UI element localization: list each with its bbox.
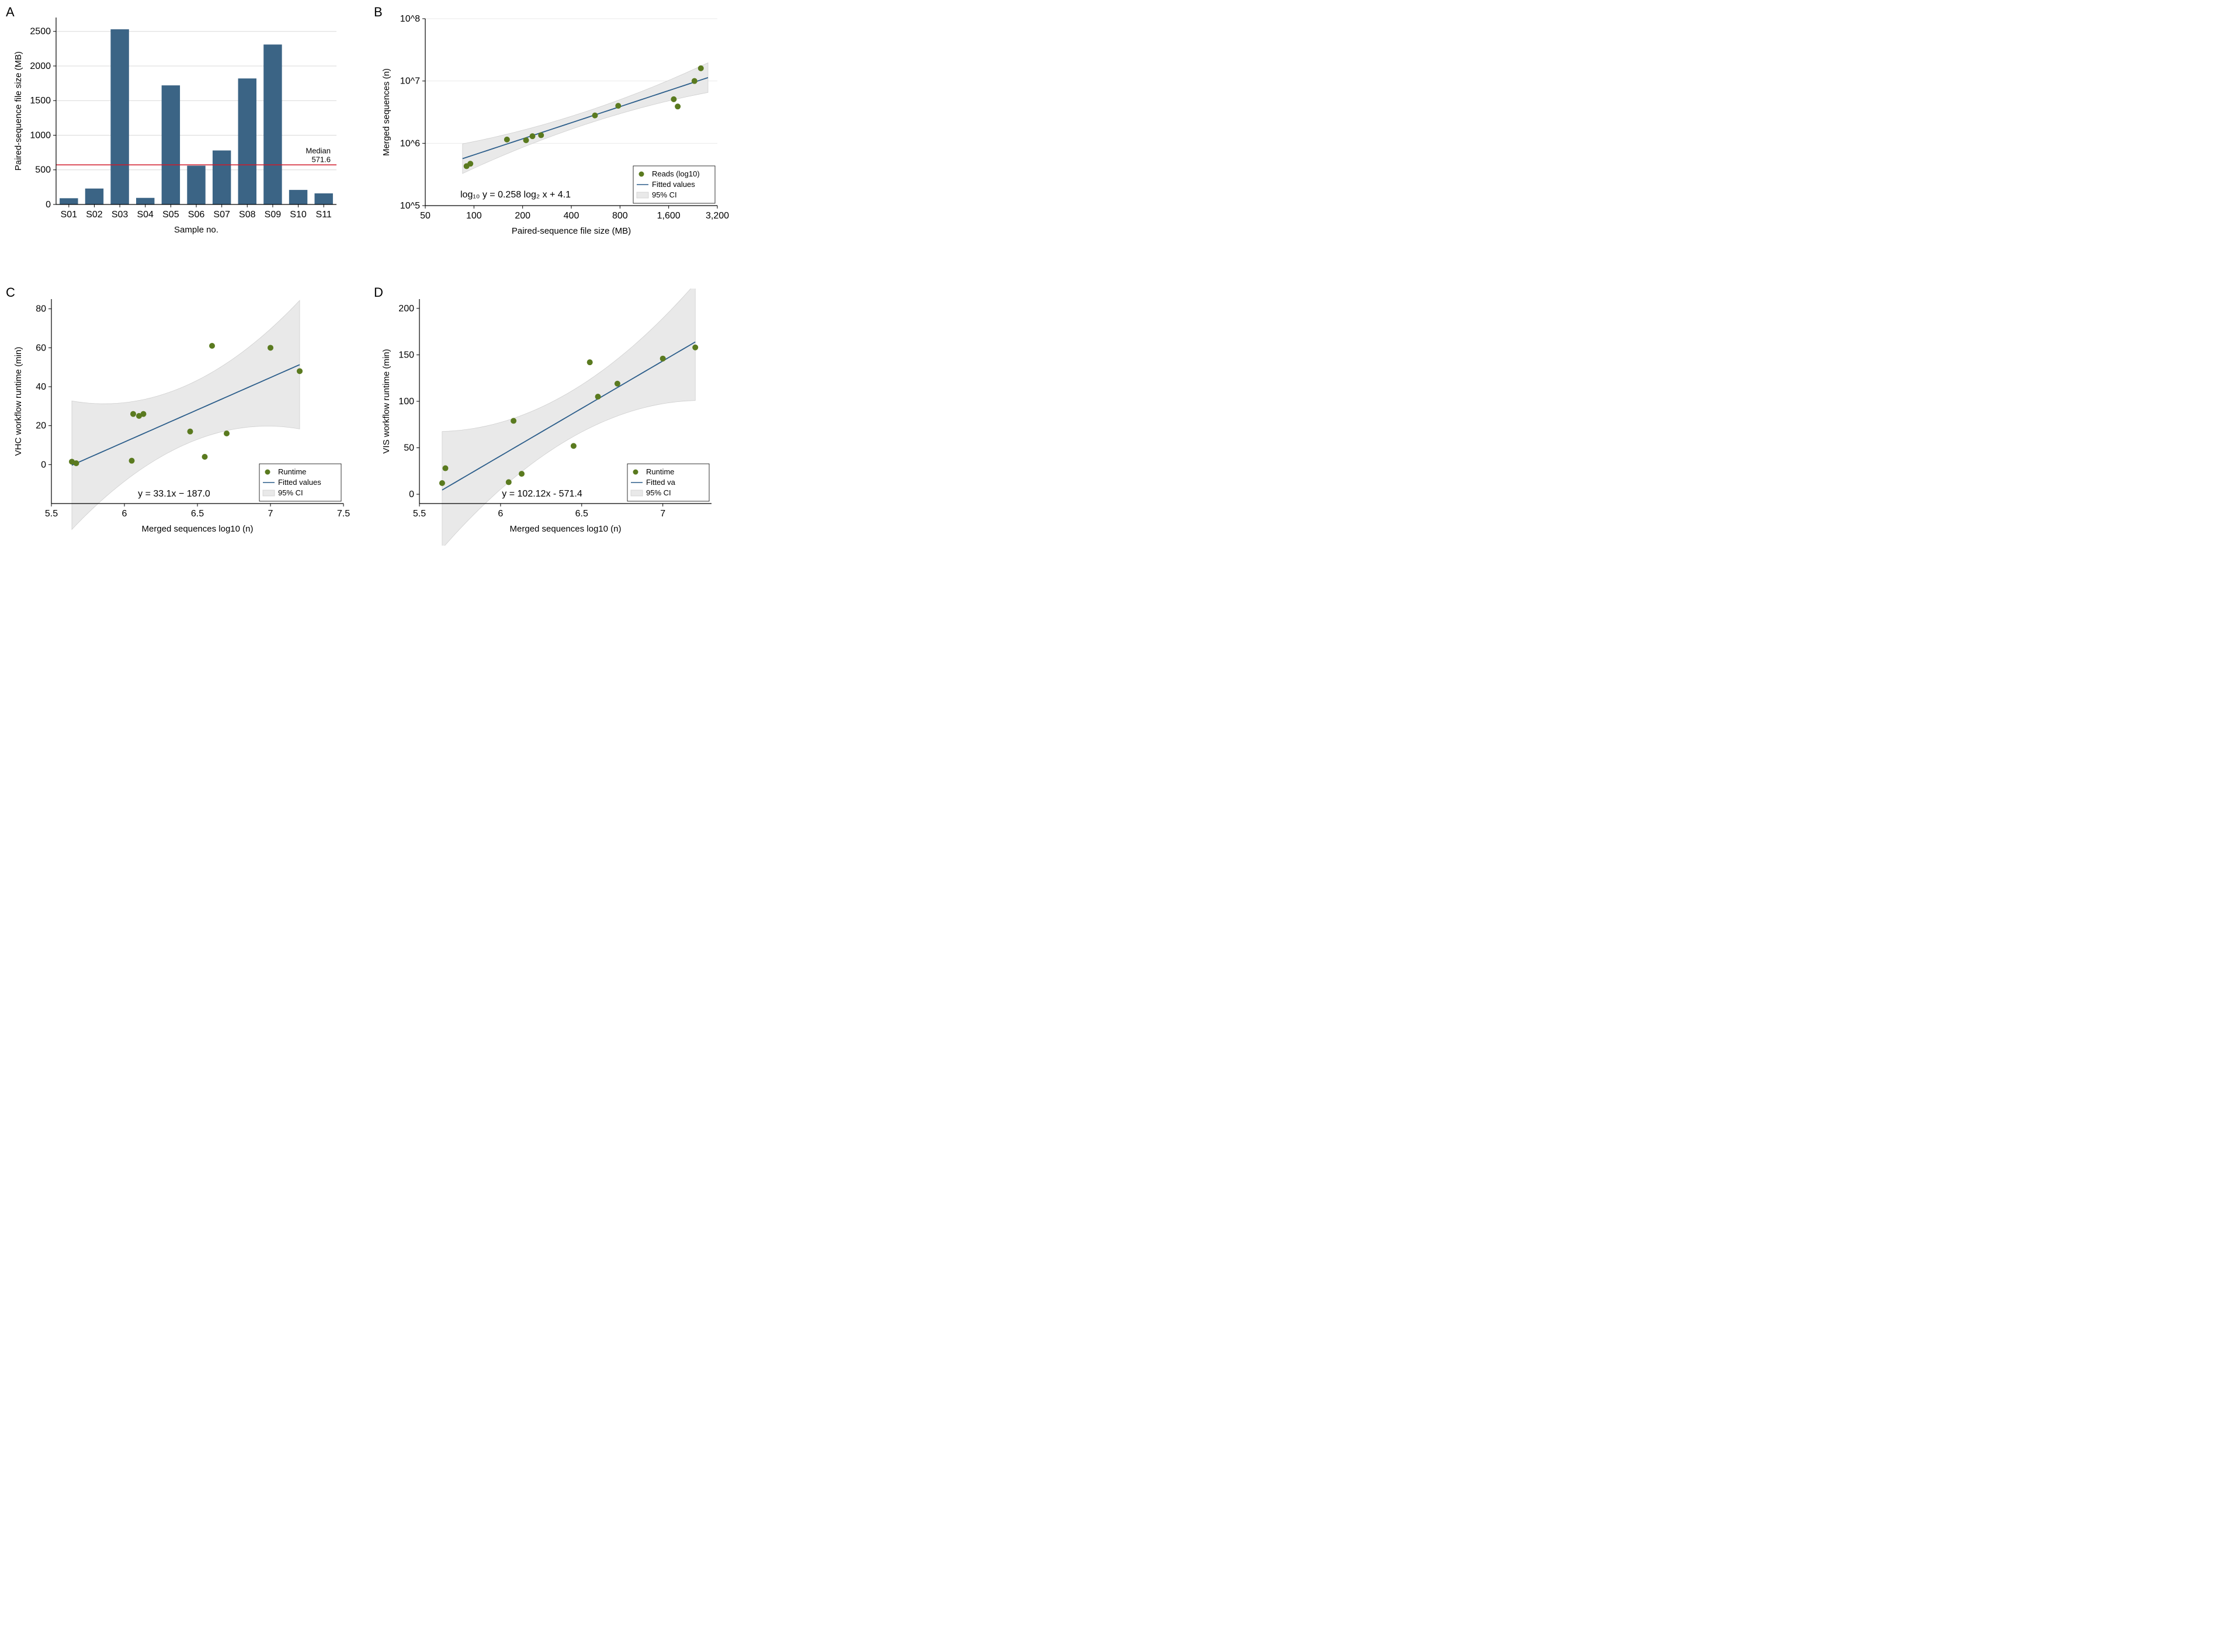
svg-text:S11: S11 <box>316 210 332 220</box>
svg-text:S10: S10 <box>290 210 307 220</box>
svg-text:Merged sequences log10 (n): Merged sequences log10 (n) <box>142 524 254 534</box>
svg-text:1500: 1500 <box>30 96 51 106</box>
svg-text:10^5: 10^5 <box>400 201 420 211</box>
svg-text:S09: S09 <box>265 210 282 220</box>
svg-text:1,600: 1,600 <box>657 211 681 221</box>
svg-text:VHC workflow runtime (min): VHC workflow runtime (min) <box>13 347 23 456</box>
svg-text:Merged sequences (n): Merged sequences (n) <box>381 68 391 156</box>
panel-d-svg: 5.5 6 6.5 7 0 50 100 150 200 Merged sequences log… <box>374 289 730 546</box>
svg-text:S04: S04 <box>137 210 154 220</box>
svg-text:40: 40 <box>36 382 46 392</box>
svg-text:7: 7 <box>268 509 273 519</box>
svg-text:Fitted values: Fitted values <box>652 180 695 189</box>
panel-c: C 5.566.577.5020406080Merged sequences l… <box>6 289 358 546</box>
svg-text:5.5: 5.5 <box>45 509 58 519</box>
figure-wrapper: A Median571.605001000150020002500S01S02S… <box>0 0 736 551</box>
svg-text:y = 33.1x − 187.0: y = 33.1x − 187.0 <box>138 489 210 499</box>
panel-c-svg: 5.5 6 6.5 7 7.5 0 20 40 60 80 Merged sequences log… <box>6 289 350 546</box>
svg-text:200: 200 <box>515 211 530 221</box>
panel-b: B 50 100 200 400 800 1,600 3,200 10^5 10^6 10^7 10… <box>374 8 730 265</box>
svg-text:2000: 2000 <box>30 61 51 71</box>
svg-text:1000: 1000 <box>30 130 51 140</box>
svg-text:S03: S03 <box>112 210 129 220</box>
svg-text:10^7: 10^7 <box>400 77 420 86</box>
svg-text:y = 102.12x - 571.4: y = 102.12x - 571.4 <box>502 489 582 499</box>
svg-text:100: 100 <box>398 397 414 407</box>
svg-text:S07: S07 <box>213 210 230 220</box>
svg-text:20: 20 <box>36 421 46 431</box>
svg-text:Runtime: Runtime <box>646 467 674 476</box>
svg-text:S05: S05 <box>162 210 179 220</box>
svg-text:150: 150 <box>398 350 414 360</box>
svg-text:Fitted values: Fitted values <box>278 478 321 487</box>
svg-text:S02: S02 <box>86 210 103 220</box>
svg-text:Median: Median <box>306 146 331 155</box>
svg-text:VIS workflow runtime (min): VIS workflow runtime (min) <box>381 349 391 453</box>
svg-text:Reads (log10): Reads (log10) <box>652 169 700 178</box>
svg-text:800: 800 <box>612 211 628 221</box>
svg-text:50: 50 <box>404 443 414 453</box>
svg-text:500: 500 <box>35 165 51 175</box>
svg-text:Merged sequences log10 (n): Merged sequences log10 (n) <box>510 524 622 534</box>
svg-text:10^8: 10^8 <box>400 14 420 24</box>
svg-text:571.6: 571.6 <box>311 155 331 164</box>
panel-b-svg: 50 100 200 400 800 1,600 3,200 10^5 10^6 10^7 10^8… <box>374 8 730 248</box>
svg-text:400: 400 <box>564 211 579 221</box>
panel-a-letter: A <box>6 5 15 20</box>
svg-text:200: 200 <box>398 304 414 314</box>
svg-text:log₁₀ y = 0.258 log₂ x + 4.1: log₁₀ y = 0.258 log₂ x + 4.1 <box>460 190 571 200</box>
svg-text:7: 7 <box>660 509 665 519</box>
svg-text:Paired-sequence file size (MB): Paired-sequence file size (MB) <box>512 226 631 236</box>
svg-text:S01: S01 <box>61 210 78 220</box>
svg-text:95% CI: 95% CI <box>278 488 303 497</box>
svg-text:100: 100 <box>466 211 482 221</box>
panel-d: D 5.566.57050100150200Merged sequences l… <box>374 289 730 546</box>
svg-text:Sample no.: Sample no. <box>174 225 218 235</box>
svg-text:6.5: 6.5 <box>191 509 204 519</box>
svg-text:50: 50 <box>420 211 431 221</box>
svg-text:7.5: 7.5 <box>337 509 350 519</box>
svg-text:6.5: 6.5 <box>575 509 588 519</box>
svg-text:S06: S06 <box>188 210 205 220</box>
svg-text:Fitted va: Fitted va <box>646 478 676 487</box>
panel-b-letter: B <box>374 5 383 20</box>
svg-text:3,200: 3,200 <box>706 211 729 221</box>
svg-text:Runtime: Runtime <box>278 467 306 476</box>
panel-c-letter: C <box>6 285 15 300</box>
panel-a-svg: Median571.6 0 500 1000 1500 2000 2500 S01 S02 S03… <box>6 8 350 248</box>
svg-text:0: 0 <box>46 200 51 210</box>
panel-d-letter: D <box>374 285 383 300</box>
svg-text:5.5: 5.5 <box>413 509 426 519</box>
svg-text:2500: 2500 <box>30 27 51 37</box>
svg-text:6: 6 <box>122 509 127 519</box>
svg-text:6: 6 <box>498 509 503 519</box>
svg-text:0: 0 <box>409 490 414 499</box>
svg-text:60: 60 <box>36 343 46 353</box>
svg-text:0: 0 <box>41 460 46 470</box>
svg-text:S08: S08 <box>239 210 256 220</box>
svg-text:Paired-sequence file size (MB): Paired-sequence file size (MB) <box>13 51 23 171</box>
svg-text:80: 80 <box>36 304 46 314</box>
svg-text:95% CI: 95% CI <box>652 190 677 199</box>
svg-text:95% CI: 95% CI <box>646 488 671 497</box>
panel-grid: A Median571.605001000150020002500S01S02S… <box>6 8 730 546</box>
svg-text:10^6: 10^6 <box>400 138 420 148</box>
panel-a: A Median571.6 0 500 1000 1500 2000 2500 S01 S02 S… <box>6 8 358 265</box>
